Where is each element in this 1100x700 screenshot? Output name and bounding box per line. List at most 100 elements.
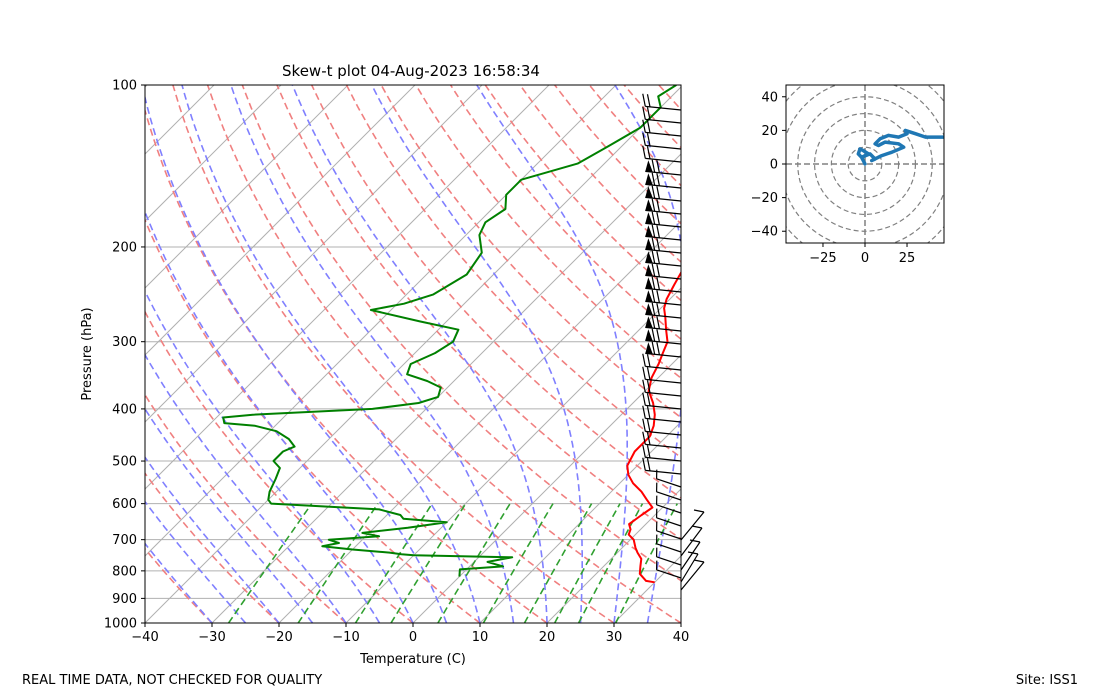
moist-adiabat: [476, 85, 628, 623]
isotherm: [412, 354, 681, 623]
isotherm: [479, 421, 681, 623]
moist-adiabat: [371, 85, 583, 623]
dry-adiabat: [449, 85, 681, 341]
moist-adiabat: [145, 289, 381, 623]
hodograph-x-tick-label: 0: [861, 251, 869, 266]
wind-barb: [642, 353, 682, 371]
y-tick-label: 400: [112, 402, 137, 417]
mixing-ratio-line: [227, 503, 313, 623]
wind-barb: [655, 482, 682, 501]
temperature-profile: [626, 270, 681, 584]
dewpoint-profile: [222, 85, 677, 577]
mixing-ratio-line: [482, 503, 554, 623]
wind-barb: [655, 547, 682, 566]
x-tick-label: 40: [673, 630, 690, 645]
wind-barb: [645, 276, 682, 293]
wind-barb: [645, 185, 682, 202]
dry-adiabat: [145, 310, 414, 623]
hodograph-y-tick-label: 40: [761, 90, 778, 105]
moist-adiabat: [145, 542, 213, 623]
wind-barb: [642, 93, 682, 111]
dry-adiabat: [380, 85, 681, 419]
moist-adiabat: [145, 353, 347, 623]
isotherm: [546, 488, 681, 623]
x-tick-label: −30: [198, 630, 225, 645]
hodograph-y-tick-label: 20: [761, 124, 778, 139]
dry-adiabat: [145, 393, 347, 623]
chart-title: Skew-t plot 04-Aug-2023 16:58:34: [282, 62, 540, 80]
moist-adiabat: [680, 619, 681, 623]
wind-barb: [645, 237, 682, 254]
skew-t-ticks: −40 −30 −20 −10 0 10 20 30 40 100 200 300 400 500 600 7…: [104, 79, 689, 646]
isotherm: [145, 85, 349, 289]
site-label: Site: ISS1: [1015, 673, 1078, 688]
x-tick-label: −10: [332, 630, 359, 645]
wind-barb: [645, 211, 682, 228]
x-tick-label: 0: [409, 630, 417, 645]
mixing-ratio-line: [437, 503, 511, 623]
wind-barb: [680, 525, 703, 557]
skew-t-background-lines: [0, 85, 681, 623]
wind-barb: [642, 405, 682, 423]
hodograph-grid: [786, 85, 944, 243]
wind-barb: [642, 392, 682, 410]
y-tick-label: 100: [112, 79, 137, 94]
wind-barbs: [642, 93, 705, 591]
dry-adiabat: [484, 85, 681, 302]
quality-disclaimer: REAL TIME DATA, NOT CHECKED FOR QUALITY: [22, 673, 323, 688]
wind-barb: [645, 328, 682, 345]
wind-barb: [645, 198, 682, 215]
y-tick-label: 1000: [104, 617, 137, 632]
wind-barb: [642, 145, 682, 163]
wind-barb: [655, 469, 682, 488]
mixing-ratio-line: [523, 503, 593, 623]
hodograph-y-tick-label: −20: [751, 191, 778, 206]
hodograph-ticks: −25 0 25 40 20 0 −20 −40: [751, 90, 916, 266]
wind-barb: [655, 560, 682, 579]
y-tick-label: 700: [112, 533, 137, 548]
x-tick-label: 30: [606, 630, 623, 645]
wind-barb: [642, 106, 682, 124]
moist-adiabat: [230, 85, 515, 623]
moist-adiabat: [145, 94, 448, 623]
dry-adiabat: [345, 85, 681, 459]
y-axis-label: Pressure (hPa): [80, 307, 95, 400]
y-tick-label: 500: [112, 455, 137, 470]
x-tick-label: 10: [472, 630, 489, 645]
x-axis-label: Temperature (C): [359, 652, 466, 667]
dry-adiabat: [276, 85, 681, 540]
hodograph: −25 0 25 40 20 0 −20 −40: [751, 84, 945, 266]
isotherm: [145, 85, 282, 222]
hodograph-trace: [856, 128, 944, 166]
mixing-ratio-line: [614, 503, 679, 623]
skew-t-series: [222, 85, 681, 584]
x-tick-label: −20: [265, 630, 292, 645]
hodograph-x-tick-label: −25: [809, 251, 836, 266]
y-tick-label: 200: [112, 240, 137, 255]
wind-barb: [680, 559, 705, 591]
wind-barb: [645, 289, 682, 306]
dry-adiabat: [206, 85, 681, 623]
moist-adiabat: [145, 407, 314, 623]
wind-barb: [645, 302, 682, 319]
x-tick-label: −40: [131, 630, 158, 645]
wind-barb: [642, 379, 682, 397]
moist-adiabat: [614, 85, 681, 623]
isotherm: [145, 85, 550, 490]
hodograph-y-tick-label: −40: [751, 225, 778, 240]
isotherm: [145, 85, 483, 423]
mixing-ratio-line: [553, 503, 621, 623]
mixing-ratio-line: [297, 503, 379, 623]
isotherm: [345, 287, 681, 623]
wind-barb: [642, 132, 682, 150]
moist-adiabat: [145, 455, 280, 623]
isotherm: [211, 153, 681, 623]
skew-t-plot: −40 −30 −20 −10 0 10 20 30 40 100 200 300 400 500 600 7…: [0, 62, 705, 667]
wind-barb: [645, 315, 682, 332]
isotherm: [0, 85, 80, 623]
y-tick-label: 600: [112, 497, 137, 512]
isotherm: [0, 85, 13, 623]
wind-barb: [642, 431, 682, 449]
hodograph-x-tick-label: 25: [899, 251, 916, 266]
